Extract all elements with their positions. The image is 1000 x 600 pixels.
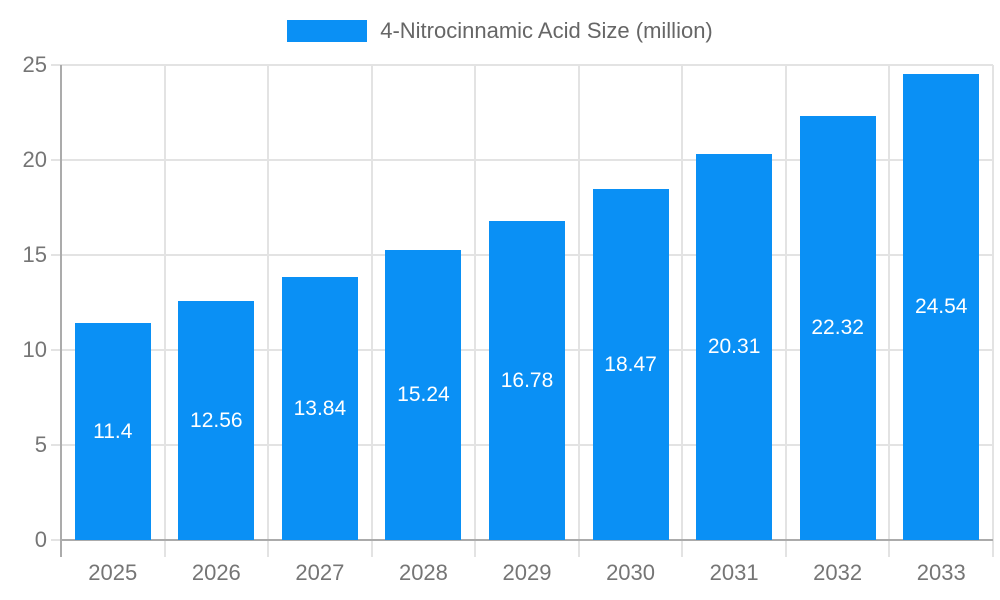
bar-value-label: 11.4	[93, 419, 133, 443]
y-axis-tick-label: 20	[22, 147, 47, 172]
bar-value-label: 15.24	[397, 383, 450, 407]
bar-value-label: 24.54	[914, 294, 968, 318]
bar-2025[interactable]: 11.4	[74, 323, 151, 540]
y-axis-tick-label: 5	[34, 432, 47, 457]
x-axis-tick-label: 2028	[398, 560, 448, 585]
legend-label: 4-Nitrocinnamic Acid Size (million)	[380, 18, 713, 43]
x-axis-tick-label: 2029	[502, 560, 552, 585]
bar-2026[interactable]: 12.56	[178, 301, 255, 540]
x-axis-tick-label: 2031	[709, 560, 759, 585]
legend-swatch	[287, 20, 368, 42]
bar-value-label: 13.84	[293, 396, 347, 420]
bar-2029[interactable]: 16.78	[489, 221, 565, 540]
bar-2027[interactable]: 13.84	[281, 277, 358, 540]
x-axis-tick-label: 2027	[295, 560, 345, 585]
x-gridline	[888, 65, 891, 557]
y-axis-line	[60, 65, 62, 557]
bar-2033[interactable]: 24.54	[903, 73, 980, 540]
x-gridline	[370, 65, 373, 557]
bar-2031[interactable]: 20.31	[696, 154, 773, 540]
legend-item[interactable]: 4-Nitrocinnamic Acid Size (million)	[0, 18, 1000, 44]
y-gridline	[51, 64, 993, 66]
bar-value-label: 18.47	[604, 352, 657, 376]
bar-2030[interactable]: 18.47	[592, 189, 669, 540]
x-axis-tick-label: 2032	[813, 560, 863, 585]
bar-2032[interactable]: 22.32	[799, 115, 876, 540]
x-gridline	[681, 65, 684, 557]
x-gridline	[474, 65, 477, 557]
x-gridline	[577, 65, 580, 557]
bar-value-label: 12.56	[190, 408, 243, 432]
y-axis-tick-label: 15	[22, 242, 47, 267]
x-gridline	[267, 65, 270, 557]
x-axis-tick-label: 2025	[88, 560, 138, 585]
x-axis-tick-label: 2033	[916, 560, 966, 585]
x-gridline	[992, 65, 994, 557]
x-gridline	[784, 65, 787, 557]
y-axis-tick-label: 10	[22, 337, 47, 362]
bar-2028[interactable]: 15.24	[385, 250, 462, 540]
bar-value-label: 16.78	[500, 368, 554, 392]
x-axis-tick-label: 2030	[606, 560, 656, 585]
x-gridline	[163, 65, 166, 557]
x-axis-tick-label: 2026	[191, 560, 241, 585]
x-axis-line	[61, 539, 993, 541]
y-axis-tick-label: 0	[34, 527, 47, 552]
y-axis-tick-label: 25	[22, 52, 47, 77]
y-gridline	[51, 159, 993, 161]
bar-value-label: 22.32	[811, 315, 864, 339]
bar-value-label: 20.31	[707, 335, 761, 359]
